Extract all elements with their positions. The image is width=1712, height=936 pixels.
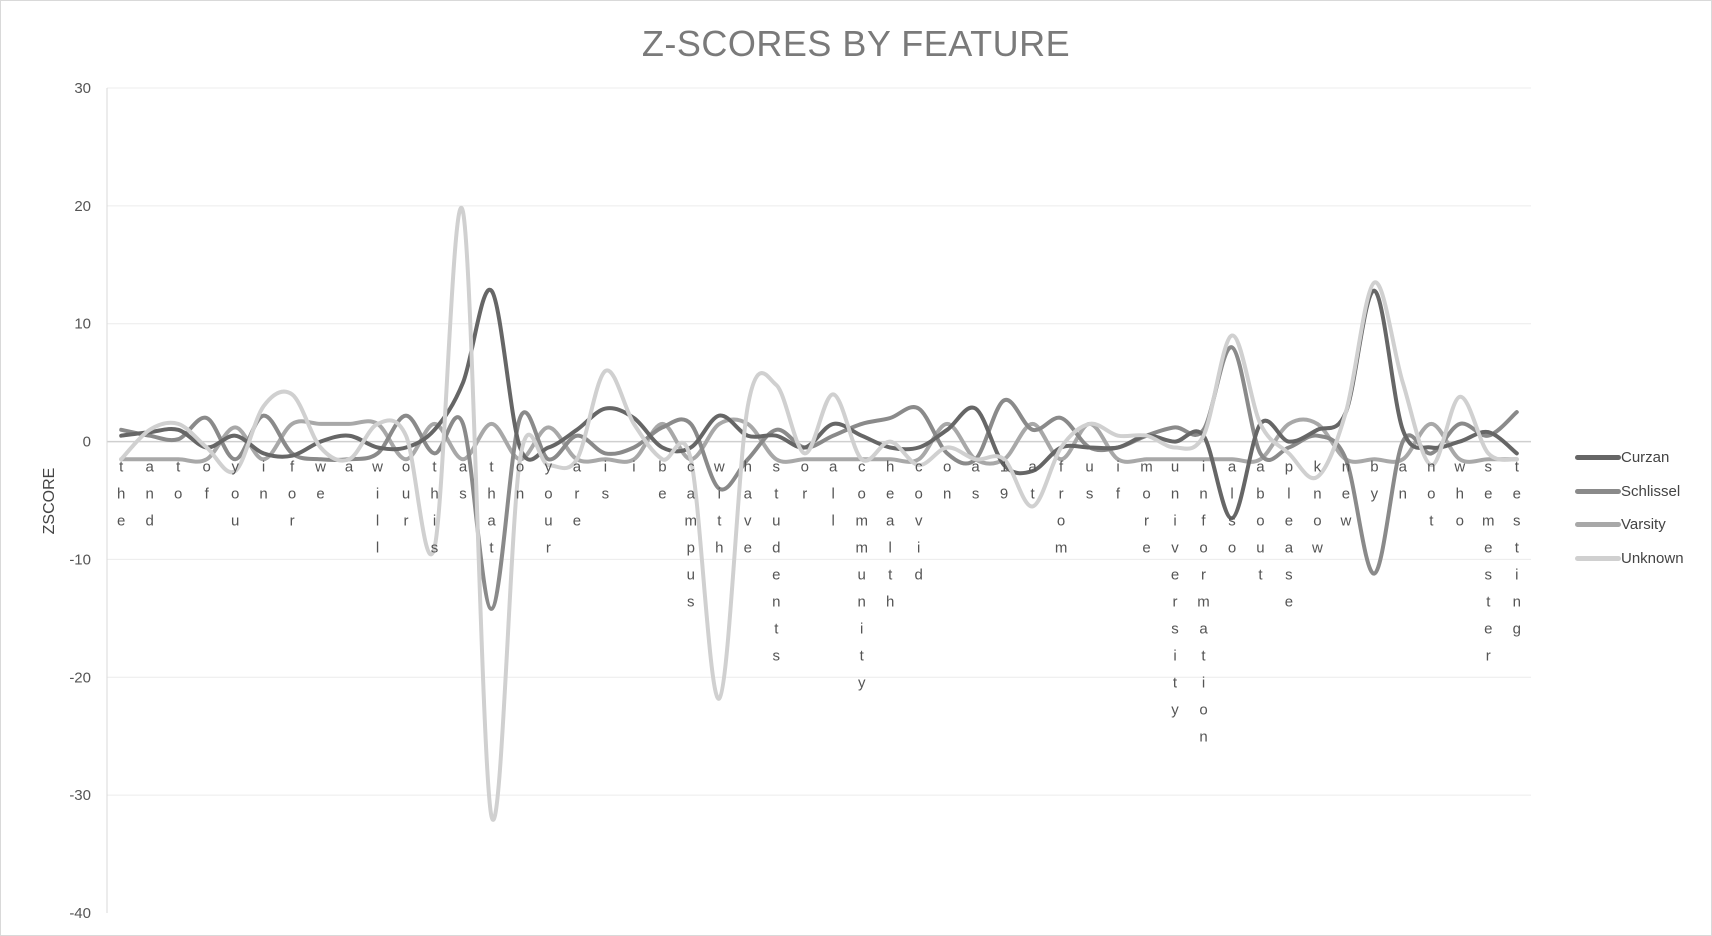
legend-swatch <box>1575 455 1621 461</box>
legend-item-curzan: Curzan <box>1575 441 1684 475</box>
legend-swatch <box>1575 488 1621 494</box>
y-tick-label: -40 <box>69 905 91 922</box>
x-tick-label: a <box>345 459 354 476</box>
legend: Curzan Schlissel Varsity Unknown <box>1575 441 1684 575</box>
y-tick-label: 0 <box>83 434 91 451</box>
y-tick-label: -10 <box>69 551 91 568</box>
y-tick-label: 10 <box>74 316 91 333</box>
legend-label: Schlissel <box>1621 482 1681 500</box>
x-tick-label: i <box>632 459 635 476</box>
legend-swatch <box>1575 556 1621 562</box>
legend-swatch <box>1575 522 1621 528</box>
y-tick-labels: 30 20 10 0 -10 -20 -30 -40 <box>69 80 91 922</box>
y-tick-label: -30 <box>69 787 91 804</box>
legend-item-unknown: Unknown <box>1575 542 1684 576</box>
series-lines <box>119 205 1519 822</box>
legend-label: Varsity <box>1621 516 1666 534</box>
chart-title: Z-SCORES BY FEATURE <box>641 23 1071 64</box>
y-tick-label: 20 <box>74 198 91 215</box>
legend-label: Curzan <box>1621 449 1670 467</box>
x-tick-labels: t h e a n d t oo f y o u i n f o r w e a w i l l o u r t h i s a s t h a t o n… <box>117 459 1521 746</box>
y-tick-label: 30 <box>74 80 91 97</box>
y-tick-label: -20 <box>69 669 91 686</box>
series-line-varsity <box>119 417 1519 466</box>
series-line-schlissel <box>119 345 1519 611</box>
series-line-unknown <box>119 205 1519 822</box>
legend-item-schlissel: Schlissel <box>1575 475 1684 509</box>
legend-item-varsity: Varsity <box>1575 508 1684 542</box>
legend-label: Unknown <box>1621 550 1684 568</box>
